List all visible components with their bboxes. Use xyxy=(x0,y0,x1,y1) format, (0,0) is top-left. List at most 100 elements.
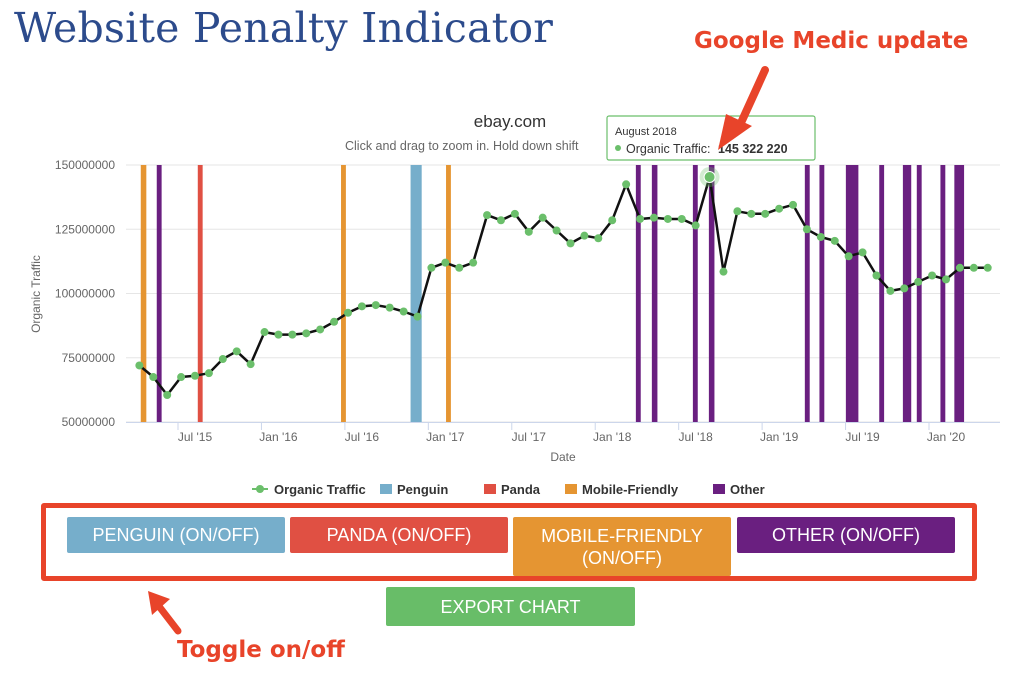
traffic-point[interactable] xyxy=(274,330,283,339)
traffic-point[interactable] xyxy=(914,277,923,286)
traffic-point[interactable] xyxy=(232,347,241,356)
traffic-point[interactable] xyxy=(872,271,881,280)
grid-lines xyxy=(126,164,1000,423)
traffic-point[interactable] xyxy=(204,369,213,378)
update-band-other[interactable] xyxy=(879,165,885,422)
traffic-point[interactable] xyxy=(552,226,561,235)
traffic-point[interactable] xyxy=(677,214,686,223)
legend-item-panda[interactable]: Panda xyxy=(484,482,541,497)
traffic-point[interactable] xyxy=(928,271,937,280)
update-band-other[interactable] xyxy=(940,165,946,422)
update-band-other[interactable] xyxy=(635,165,641,422)
traffic-point[interactable] xyxy=(399,307,408,316)
traffic-point[interactable] xyxy=(427,263,436,272)
traffic-point[interactable] xyxy=(246,360,255,369)
update-band-other[interactable] xyxy=(819,165,825,422)
traffic-point[interactable] xyxy=(260,328,269,337)
update-band-other[interactable] xyxy=(902,165,912,422)
y-tick-label: 50000000 xyxy=(62,415,116,429)
traffic-point[interactable] xyxy=(636,214,645,223)
traffic-point[interactable] xyxy=(191,371,199,380)
traffic-point[interactable] xyxy=(330,317,339,326)
update-band-panda[interactable] xyxy=(197,165,203,422)
export-chart-button[interactable]: EXPORT CHART xyxy=(386,587,635,626)
panda-toggle-button[interactable]: PANDA (ON/OFF) xyxy=(290,517,508,553)
traffic-point[interactable] xyxy=(135,361,144,370)
update-band-other[interactable] xyxy=(708,165,715,422)
traffic-point[interactable] xyxy=(719,267,728,276)
traffic-point[interactable] xyxy=(789,200,798,209)
traffic-point[interactable] xyxy=(316,325,325,334)
traffic-point[interactable] xyxy=(496,216,505,225)
traffic-point[interactable] xyxy=(343,308,352,317)
traffic-point[interactable] xyxy=(747,209,756,218)
traffic-chart[interactable]: ebay.com Click and drag to zoom in. Hold… xyxy=(0,0,1024,500)
traffic-point[interactable] xyxy=(594,234,603,243)
traffic-point[interactable] xyxy=(302,329,311,338)
update-band-other[interactable] xyxy=(692,165,698,422)
update-band-penguin[interactable] xyxy=(410,165,422,422)
update-band-mobile[interactable] xyxy=(140,165,147,422)
traffic-point[interactable] xyxy=(858,248,867,257)
traffic-point[interactable] xyxy=(608,216,617,225)
other-toggle-button[interactable]: OTHER (ON/OFF) xyxy=(737,517,955,553)
traffic-point[interactable] xyxy=(469,258,478,267)
traffic-point[interactable] xyxy=(483,211,492,220)
traffic-point[interactable] xyxy=(413,312,422,321)
traffic-point[interactable] xyxy=(983,263,992,272)
traffic-point[interactable] xyxy=(942,275,950,284)
annotation-google-medic: Google Medic update xyxy=(694,28,969,54)
mobile-friendly-toggle-button[interactable]: MOBILE-FRIENDLY (ON/OFF) xyxy=(513,517,731,576)
traffic-point[interactable] xyxy=(691,221,700,230)
traffic-point[interactable] xyxy=(802,225,811,234)
traffic-point[interactable] xyxy=(830,236,839,245)
traffic-point[interactable] xyxy=(733,207,742,216)
traffic-point[interactable] xyxy=(385,303,394,312)
traffic-point[interactable] xyxy=(886,286,895,295)
traffic-point[interactable] xyxy=(566,239,575,248)
traffic-point[interactable] xyxy=(622,180,631,189)
highlight-point[interactable] xyxy=(703,171,716,184)
update-band-mobile[interactable] xyxy=(446,165,451,422)
legend-item-organic-traffic[interactable]: Organic Traffic xyxy=(252,482,366,497)
traffic-point[interactable] xyxy=(955,263,964,272)
legend-item-mobile-friendly[interactable]: Mobile-Friendly xyxy=(565,482,679,497)
traffic-point[interactable] xyxy=(649,213,658,222)
traffic-point[interactable] xyxy=(177,373,186,382)
traffic-point[interactable] xyxy=(288,330,297,339)
traffic-point[interactable] xyxy=(218,355,227,364)
traffic-point[interactable] xyxy=(524,227,533,236)
mobile-friendly-label-line2: (ON/OFF) xyxy=(582,547,662,568)
traffic-point[interactable] xyxy=(580,231,589,240)
traffic-point[interactable] xyxy=(538,213,547,222)
x-tick-label: Jul '17 xyxy=(512,430,547,444)
update-band-other[interactable] xyxy=(804,165,810,422)
traffic-point[interactable] xyxy=(900,284,909,293)
legend-item-other[interactable]: Other xyxy=(713,482,765,497)
traffic-point[interactable] xyxy=(441,258,450,267)
traffic-point[interactable] xyxy=(969,263,978,272)
legend-label-other: Other xyxy=(730,482,765,497)
legend-item-penguin[interactable]: Penguin xyxy=(380,482,448,497)
traffic-point[interactable] xyxy=(775,204,784,213)
tooltip-marker xyxy=(615,145,621,151)
traffic-point[interactable] xyxy=(149,373,158,382)
update-band-other[interactable] xyxy=(916,165,922,422)
traffic-point[interactable] xyxy=(455,263,464,272)
traffic-point[interactable] xyxy=(163,391,172,400)
penguin-toggle-button[interactable]: PENGUIN (ON/OFF) xyxy=(67,517,285,553)
traffic-point[interactable] xyxy=(510,209,519,218)
update-band-mobile[interactable] xyxy=(341,165,346,422)
update-band-other[interactable] xyxy=(954,165,965,422)
traffic-point[interactable] xyxy=(844,252,853,261)
update-band-other[interactable] xyxy=(156,165,162,422)
traffic-point[interactable] xyxy=(816,232,825,241)
update-band-other[interactable] xyxy=(845,165,859,422)
traffic-point[interactable] xyxy=(761,209,770,218)
traffic-point[interactable] xyxy=(663,214,672,223)
traffic-point[interactable] xyxy=(357,302,366,311)
y-axis-label: Organic Traffic xyxy=(29,255,43,333)
traffic-point[interactable] xyxy=(371,301,380,310)
update-band-other[interactable] xyxy=(651,165,658,422)
x-tick-label: Jan '19 xyxy=(760,430,799,444)
